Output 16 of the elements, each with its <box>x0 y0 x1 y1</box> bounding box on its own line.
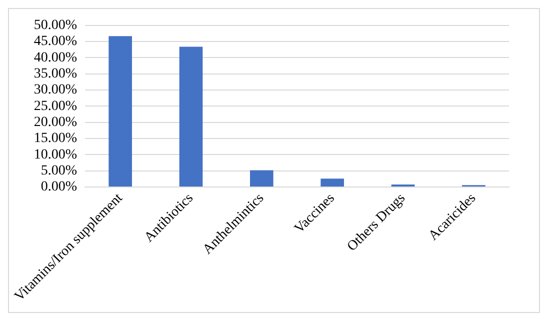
bar <box>179 46 203 187</box>
y-tick-label: 30.00% <box>34 82 78 98</box>
y-tick-label: 40.00% <box>34 50 78 66</box>
bar <box>320 178 344 187</box>
y-tick-label: 15.00% <box>34 131 78 146</box>
y-tick-label: 50.00% <box>34 18 78 34</box>
y-tick-label: 10.00% <box>34 147 78 162</box>
y-tick-label: 45.00% <box>34 34 78 50</box>
y-tick-label: 35.00% <box>34 66 78 82</box>
bar <box>250 170 274 187</box>
y-tick-label: 25.00% <box>34 98 78 114</box>
y-tick-label: 20.00% <box>34 115 78 130</box>
y-tick-label: 0.00% <box>40 180 78 195</box>
bar <box>108 36 132 187</box>
y-tick-label: 5.00% <box>40 164 78 179</box>
bar <box>391 184 415 187</box>
